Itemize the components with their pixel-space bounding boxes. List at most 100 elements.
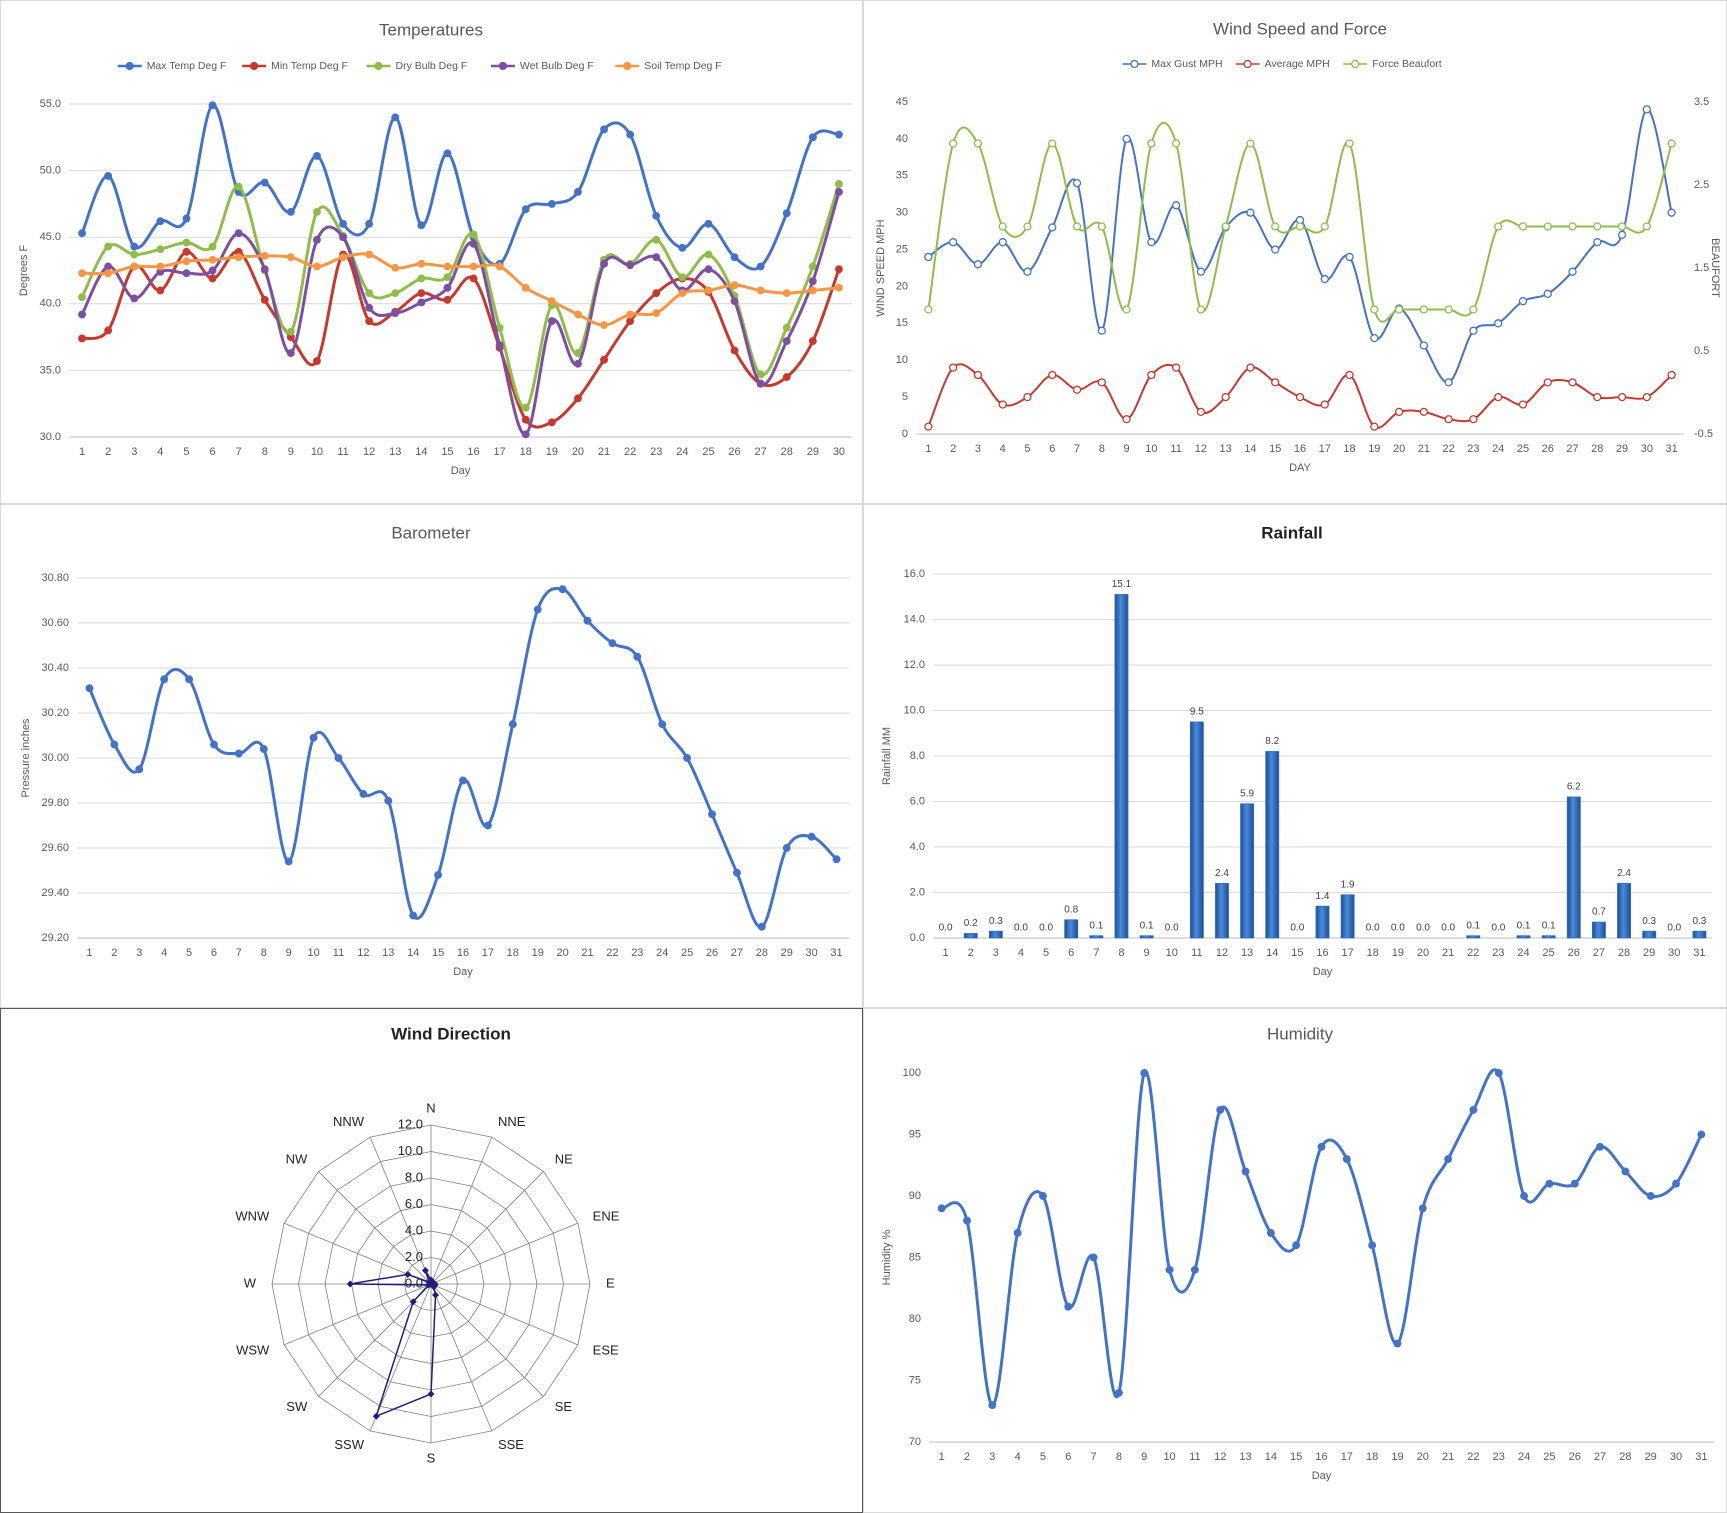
series-marker: [521, 283, 530, 292]
x-tick-label: 4: [1000, 443, 1006, 455]
series-marker: [1295, 222, 1305, 231]
series-marker: [417, 259, 426, 268]
x-tick-label: 4: [161, 947, 167, 959]
series-marker: [704, 250, 713, 259]
series-marker: [937, 1204, 946, 1213]
series-marker: [443, 149, 452, 158]
series-marker: [1617, 392, 1627, 402]
series-marker: [1419, 407, 1429, 417]
series-marker: [924, 305, 933, 314]
barometer-chart: Barometer 29.20 29.40 29.60 29.80 30.00 30.20…: [0, 504, 863, 1008]
legend-label: Force Beaufort: [1372, 58, 1442, 70]
series-marker: [1345, 139, 1354, 148]
data-label: 1.4: [1316, 891, 1330, 902]
series-marker: [1196, 305, 1206, 314]
grid-ring: [351, 1204, 511, 1364]
x-tick-label: 18: [520, 446, 532, 458]
x-tick-label: 15: [1291, 947, 1303, 959]
x-tick-label: 24: [656, 947, 668, 959]
series-marker: [583, 616, 592, 625]
x-tick-label: 31: [1695, 1451, 1707, 1463]
series-marker: [807, 832, 816, 841]
series-marker: [652, 235, 661, 244]
series-marker: [998, 222, 1007, 231]
x-tick-label: 22: [1443, 443, 1455, 455]
series-marker: [1023, 267, 1032, 276]
bar: [1064, 919, 1079, 939]
x-tick-label: 2: [950, 443, 956, 455]
x-tick-label: 24: [676, 446, 688, 458]
wind-speed-chart: Wind Speed and Force 051015202530354045-…: [863, 0, 1727, 504]
series-marker: [1520, 1192, 1529, 1200]
series-marker: [521, 205, 530, 214]
data-label: 0.1: [1517, 920, 1531, 931]
x-tick-label: 26: [706, 947, 718, 959]
series-marker: [1271, 222, 1280, 231]
x-tick-label: 19: [1368, 443, 1380, 455]
legend-marker: [623, 61, 632, 71]
x-tick-label: 9: [288, 446, 294, 458]
data-label: 0.0: [1491, 923, 1505, 934]
series-marker: [1667, 139, 1676, 148]
x-tick-label: 18: [1366, 1451, 1378, 1463]
data-label: 6.2: [1567, 782, 1581, 793]
series-marker: [574, 394, 582, 403]
series-marker: [704, 219, 713, 228]
x-tick-label: 13: [382, 947, 394, 959]
series-marker: [1518, 400, 1528, 409]
series-marker: [182, 214, 191, 223]
series-marker: [683, 754, 692, 762]
series-marker: [1370, 422, 1379, 431]
series-marker: [469, 274, 478, 283]
y-tick-label: 35: [896, 170, 908, 182]
legend-label: Dry Bulb Deg F: [396, 60, 468, 72]
category-label: W: [244, 1275, 257, 1290]
data-label: 0.0: [939, 923, 953, 934]
data-label: 0.3: [1692, 916, 1706, 927]
series-marker: [1048, 223, 1057, 232]
series-marker: [104, 269, 113, 278]
series-marker: [808, 277, 817, 286]
x-tick-label: 14: [1266, 947, 1278, 959]
x-tick-label: 17: [494, 446, 506, 458]
series-marker: [182, 269, 191, 278]
series-marker: [1646, 1192, 1655, 1200]
x-tick-label: 14: [1244, 443, 1256, 455]
series-marker: [259, 745, 268, 753]
r-tick-label: 12.0: [398, 1116, 423, 1131]
series-marker: [678, 289, 687, 298]
y-tick-label: 30.0: [40, 431, 61, 443]
x-tick-label: 27: [731, 947, 743, 959]
y-axis-title: Humidity %: [881, 1229, 893, 1285]
x-tick-label: 31: [1665, 443, 1677, 455]
legend-marker: [125, 61, 134, 71]
data-label: 0.0: [1039, 923, 1053, 934]
series-marker: [1394, 407, 1404, 417]
x-tick-label: 6: [1068, 947, 1074, 959]
series-marker: [1241, 1167, 1250, 1176]
y-tick-label: 0: [902, 428, 908, 440]
series-marker: [156, 245, 165, 254]
y-tick-label: 30.00: [41, 752, 69, 764]
x-tick-label: 16: [457, 947, 469, 959]
series-marker: [313, 235, 321, 244]
x-tick-label: 5: [1040, 1451, 1046, 1463]
bar: [1265, 751, 1280, 939]
series-marker: [286, 349, 295, 358]
series-marker: [1246, 363, 1255, 372]
series-marker: [574, 359, 582, 368]
series-marker: [1469, 326, 1478, 335]
series-marker: [1469, 415, 1478, 424]
x-tick-label: 7: [1074, 443, 1080, 455]
x-tick-label: 20: [1417, 1451, 1429, 1463]
x-tick-label: 24: [1518, 1451, 1530, 1463]
x-tick-label: 2: [968, 947, 974, 959]
x-tick-label: 3: [975, 443, 981, 455]
x-tick-label: 26: [1542, 443, 1554, 455]
x-tick-label: 17: [1341, 1451, 1353, 1463]
series-marker: [495, 262, 504, 271]
x-tick-label: 28: [781, 446, 793, 458]
series-marker: [1171, 139, 1181, 148]
series-marker: [600, 259, 608, 268]
